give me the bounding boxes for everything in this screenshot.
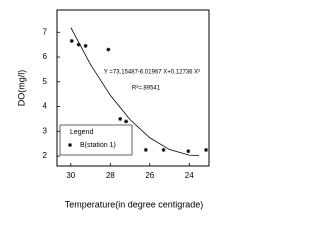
chart: DO(mg/l) Temperature(in degree centigrad…: [16, 9, 210, 209]
x-tick-label: 28: [106, 171, 115, 180]
x-tick-label: 30: [66, 171, 75, 180]
data-point: [124, 119, 129, 124]
data-point: [76, 42, 81, 47]
data-point: [69, 38, 74, 43]
fit-curve: [70, 27, 200, 156]
y-tick-label: 5: [43, 77, 48, 86]
data-point: [204, 147, 209, 152]
x-axis-label: Temperature(in degree centigrade): [65, 199, 204, 209]
legend-marker: [68, 143, 72, 147]
plot-frame: [56, 9, 210, 167]
x-tick-label: 26: [145, 171, 154, 180]
y-tick-label: 6: [43, 52, 48, 61]
y-tick-label: 3: [43, 126, 48, 135]
legend-label: B(station 1): [80, 142, 116, 149]
x-tick-label: 24: [185, 171, 194, 180]
data-point: [143, 147, 148, 152]
y-tick-label: 4: [43, 102, 48, 111]
data-point: [106, 47, 111, 52]
y-tick-label: 2: [43, 151, 48, 160]
data-point: [83, 43, 88, 48]
r-squared: R²=.89541: [132, 86, 161, 92]
equation: Y =73.15487-6.01967 X+0.12736 X²: [104, 70, 200, 76]
y-tick-label: 7: [43, 27, 48, 36]
data-point: [186, 149, 191, 154]
legend-box: [59, 124, 133, 156]
data-point: [161, 147, 166, 152]
y-axis-label: DO(mg/l): [16, 70, 26, 107]
data-point: [118, 116, 123, 121]
legend-title: Legend: [70, 129, 93, 136]
